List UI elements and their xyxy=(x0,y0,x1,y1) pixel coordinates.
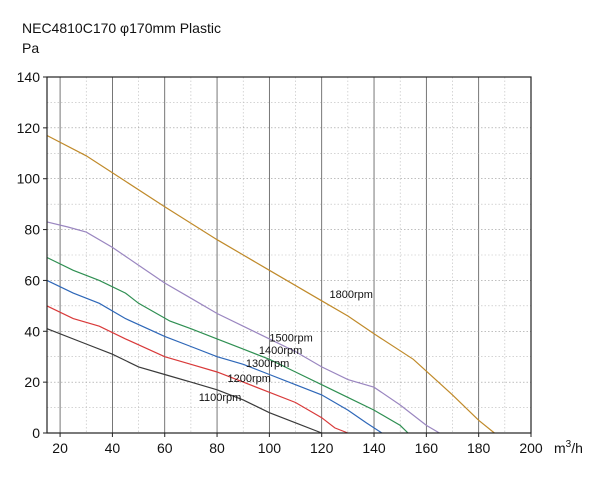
x-tick-label: 180 xyxy=(467,440,491,456)
y-tick-label: 20 xyxy=(24,374,40,390)
x-tick-label: 120 xyxy=(310,440,334,456)
x-tick-label: 60 xyxy=(157,440,173,456)
plot-frame xyxy=(46,76,532,434)
x-axis-label: m3/h xyxy=(554,439,583,456)
y-tick-label: 40 xyxy=(24,323,40,339)
x-tick-label: 200 xyxy=(519,440,543,456)
series-line-1200rpm xyxy=(46,305,349,434)
y-tick-label: 60 xyxy=(24,272,40,288)
x-tick-label: 100 xyxy=(258,440,282,456)
x-tick-label: 160 xyxy=(415,440,439,456)
y-tick-label: 140 xyxy=(17,69,41,85)
series-lines xyxy=(46,134,495,434)
x-tick-label: 20 xyxy=(52,440,68,456)
series-line-1500rpm xyxy=(46,221,440,434)
x-tick-label: 40 xyxy=(105,440,121,456)
chart-title: NEC4810C170 φ170mm Plastic xyxy=(22,20,221,36)
curve-label: 1300rpm xyxy=(246,358,289,370)
series-line-1800rpm xyxy=(46,134,495,434)
y-axis-label: Pa xyxy=(22,40,40,56)
x-tick-label: 80 xyxy=(209,440,225,456)
series-line-1100rpm xyxy=(46,328,322,434)
curve-label: 1800rpm xyxy=(330,289,373,301)
y-tick-label: 0 xyxy=(32,425,40,441)
series-line-1400rpm xyxy=(46,256,409,434)
curve-label: 1400rpm xyxy=(259,345,302,357)
grid-lines xyxy=(47,77,531,433)
curve-label: 1500rpm xyxy=(269,332,312,344)
axis-ticks: 20 40 60 80 100 120 140 160 180 200 0 20 40 60 80 100 12… xyxy=(17,69,543,456)
curve-label: 1200rpm xyxy=(228,373,271,385)
y-tick-label: 80 xyxy=(24,222,40,238)
x-tick-label: 140 xyxy=(362,440,386,456)
y-tick-label: 100 xyxy=(17,171,41,187)
curve-label: 1100rpm xyxy=(199,392,242,404)
series-line-1300rpm xyxy=(46,279,383,434)
y-tick-label: 120 xyxy=(17,120,41,136)
